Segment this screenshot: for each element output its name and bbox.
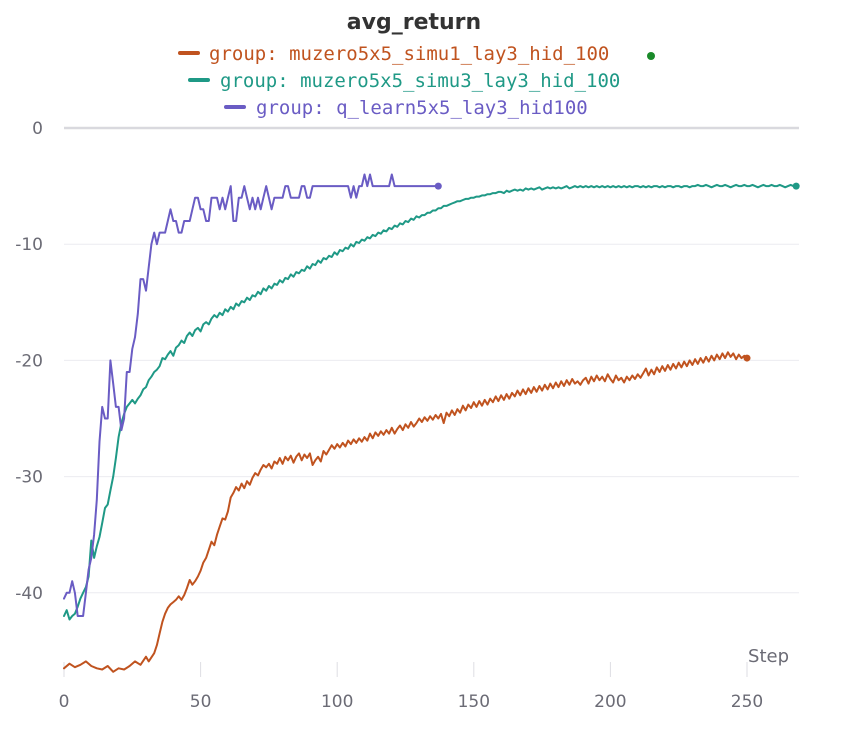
legend-label: group: muzero5x5_simu3_lay3_hid_100 — [220, 70, 620, 92]
x-tick-label: 50 — [190, 692, 212, 712]
y-tick-label: 0 — [32, 119, 43, 139]
series-end-point-3[interactable] — [434, 182, 442, 190]
x-tick-label: 250 — [731, 692, 763, 712]
y-tick-label: -20 — [15, 351, 43, 371]
series-line-3[interactable] — [63, 173, 440, 617]
series-lines[interactable] — [63, 173, 800, 673]
series-line-2[interactable] — [63, 183, 798, 621]
series-end-point-1[interactable] — [743, 354, 751, 362]
chart-title: avg_return — [347, 10, 481, 35]
legend[interactable]: group: muzero5x5_simu1_lay3_hid_100group… — [178, 43, 620, 119]
x-tick-label: 100 — [321, 692, 353, 712]
legend-item-2[interactable]: group: muzero5x5_simu3_lay3_hid_100 — [188, 70, 620, 92]
x-axis-label: Step — [748, 646, 789, 667]
legend-label: group: q_learn5x5_lay3_hid100 — [256, 97, 588, 119]
series-end-point-2[interactable] — [792, 182, 800, 190]
x-tick-label: 150 — [458, 692, 490, 712]
legend-item-1[interactable]: group: muzero5x5_simu1_lay3_hid_100 — [178, 43, 609, 65]
series-line-1[interactable] — [63, 351, 748, 673]
x-tick-label: 0 — [59, 692, 70, 712]
legend-extra — [647, 52, 655, 60]
legend-item-3[interactable]: group: q_learn5x5_lay3_hid100 — [224, 97, 588, 119]
legend-status-dot — [647, 52, 655, 60]
x-tick-label: 200 — [594, 692, 626, 712]
y-tick-label: -30 — [15, 468, 43, 488]
legend-label: group: muzero5x5_simu1_lay3_hid_100 — [209, 43, 609, 65]
grid — [64, 126, 799, 594]
y-tick-label: -40 — [15, 584, 43, 604]
y-tick-label: -10 — [15, 235, 43, 255]
axis-ticks: 0 -10 -20 -30 -40 0 50 100 150 200 250 — [15, 119, 763, 712]
